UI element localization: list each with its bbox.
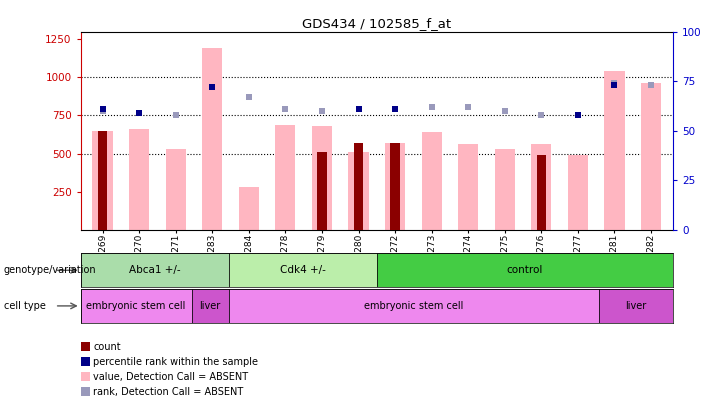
Text: liver: liver (200, 301, 221, 311)
Text: embryonic stem cell: embryonic stem cell (86, 301, 186, 311)
Bar (354, 143, 363, 230)
Bar (93, 131, 113, 230)
Bar (458, 145, 478, 230)
Text: count: count (93, 341, 121, 352)
Text: rank, Detection Call = ABSENT: rank, Detection Call = ABSENT (93, 386, 243, 396)
Bar (81, 253, 229, 287)
Text: genotype/variation: genotype/variation (4, 265, 96, 276)
Text: value, Detection Call = ABSENT: value, Detection Call = ABSENT (93, 371, 248, 382)
Title: GDS434 / 102585_f_at: GDS434 / 102585_f_at (302, 17, 451, 30)
Bar (129, 129, 149, 230)
Bar (390, 143, 400, 230)
Text: liver: liver (625, 301, 646, 311)
Bar (568, 155, 588, 230)
Bar (385, 143, 405, 230)
Text: embryonic stem cell: embryonic stem cell (364, 301, 463, 311)
Bar (202, 48, 222, 230)
Bar (377, 253, 673, 287)
Bar (599, 289, 673, 323)
Bar (348, 152, 369, 230)
Bar (495, 149, 515, 230)
Text: Cdk4 +/-: Cdk4 +/- (280, 265, 326, 275)
Bar (421, 132, 442, 230)
Bar (531, 145, 552, 230)
Bar (641, 84, 661, 230)
Bar (191, 289, 229, 323)
Bar (537, 155, 546, 230)
Bar (318, 152, 327, 230)
Text: cell type: cell type (4, 301, 46, 311)
Bar (229, 289, 599, 323)
Bar (239, 187, 259, 230)
Bar (312, 126, 332, 230)
Text: percentile rank within the sample: percentile rank within the sample (93, 356, 258, 367)
Bar (229, 253, 377, 287)
Bar (98, 131, 107, 230)
Bar (275, 125, 295, 230)
Bar (604, 71, 625, 230)
Bar (81, 289, 191, 323)
Bar (165, 149, 186, 230)
Text: control: control (507, 265, 543, 275)
Text: Abca1 +/-: Abca1 +/- (129, 265, 180, 275)
